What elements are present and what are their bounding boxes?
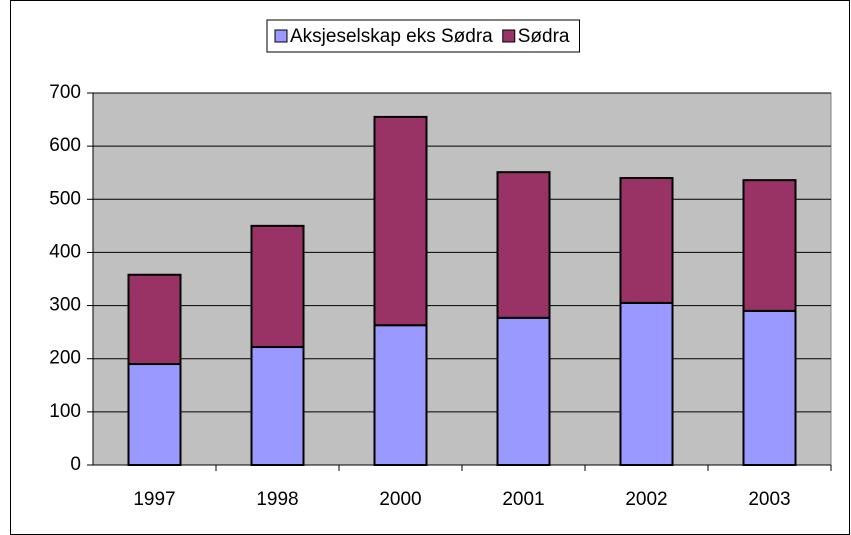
y-tick-label: 600 [49, 135, 81, 156]
bar-segment [373, 115, 428, 327]
x-tick-label: 1998 [256, 489, 298, 510]
x-tick-label: 2002 [625, 489, 667, 510]
x-tick-label: 2003 [748, 489, 790, 510]
legend-label: Sødra [518, 26, 570, 47]
bar-segment [127, 273, 182, 366]
legend-swatch [274, 29, 288, 43]
y-tick-label: 500 [49, 188, 81, 209]
legend-label: Aksjeselskap eks Sødra [290, 26, 493, 47]
legend-swatch [502, 29, 516, 43]
y-tick-label: 300 [49, 295, 81, 316]
y-tick-label: 100 [49, 401, 81, 422]
bar-segment [742, 309, 797, 466]
y-tick-label: 200 [49, 348, 81, 369]
y-tick-label: 0 [70, 454, 81, 475]
bar-segment [742, 179, 797, 312]
y-tick-label: 700 [49, 82, 81, 103]
bar-segment [496, 171, 551, 319]
plot-area [92, 92, 832, 466]
bar-segment [250, 346, 305, 466]
x-tick-label: 1997 [133, 489, 175, 510]
x-tick-label: 2000 [379, 489, 421, 510]
x-tick-label: 2001 [502, 489, 544, 510]
bar-segment [127, 363, 182, 466]
bar-segment [496, 316, 551, 466]
bar-segment [619, 177, 674, 304]
legend-box [266, 19, 580, 53]
y-tick-label: 400 [49, 241, 81, 262]
bar-segment [250, 224, 305, 349]
legend: Aksjeselskap eks Sødra Sødra [266, 19, 580, 53]
bar-segment [373, 324, 428, 466]
bar-segment [619, 301, 674, 466]
